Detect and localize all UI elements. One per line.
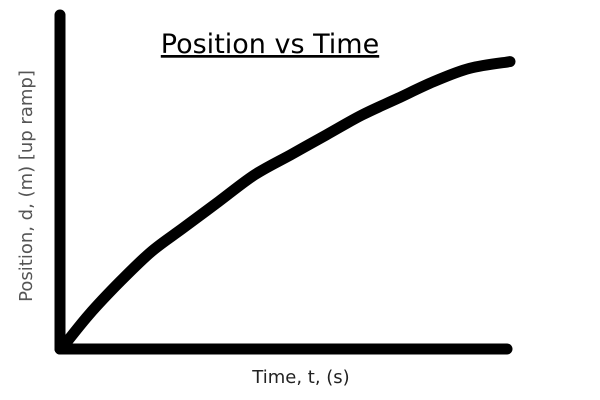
y-axis-label: Position, d, (m) [up ramp] xyxy=(16,70,37,302)
chart-title: Position vs Time xyxy=(161,29,379,60)
series-layer xyxy=(56,56,516,354)
x-axis-label: Time, t, (s) xyxy=(251,367,349,388)
series-line-0 xyxy=(56,56,516,354)
